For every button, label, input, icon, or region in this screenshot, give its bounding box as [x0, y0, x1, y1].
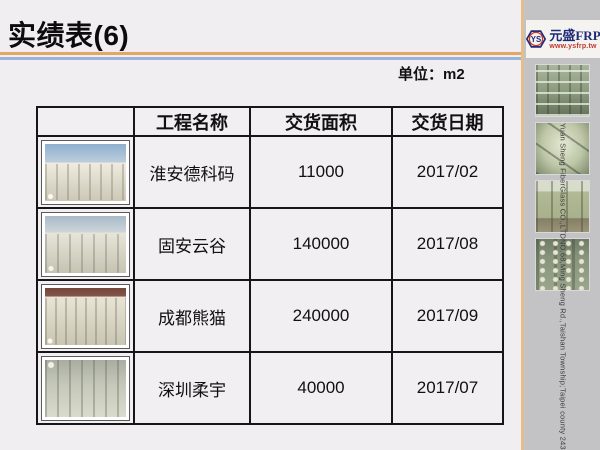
delivery-date: 2017/09 [391, 279, 504, 353]
table-row: 成都熊猫 240000 2017/09 [36, 279, 504, 353]
delivery-area: 40000 [249, 351, 393, 425]
delivery-area: 240000 [249, 279, 393, 353]
title-rule-orange [0, 52, 523, 55]
table-row: 淮安德科码 11000 2017/02 [36, 135, 504, 209]
table-header-row: 工程名称 交货面积 交货日期 [36, 106, 504, 137]
project-photo-cell [36, 135, 135, 209]
header-photo-blank [36, 106, 135, 137]
table-row: 固安云谷 140000 2017/08 [36, 207, 504, 281]
product-photo-strip [524, 64, 600, 291]
delivery-date: 2017/07 [391, 351, 504, 425]
product-photo-warehouse [534, 238, 590, 291]
logo-text: 元盛FRP www.ysfrp.tw [549, 29, 600, 50]
product-photo-ceiling-grid [534, 64, 590, 117]
project-name: 固安云谷 [133, 207, 251, 281]
delivery-area: 11000 [249, 135, 393, 209]
header-delivery-date: 交货日期 [391, 106, 504, 137]
company-logo: YS 元盛FRP www.ysfrp.tw [526, 20, 600, 58]
header-delivery-area: 交货面积 [249, 106, 393, 137]
project-photo-cell [36, 351, 135, 425]
product-photo-tank-closeup [534, 122, 590, 175]
project-photo [41, 139, 130, 205]
project-name: 成都熊猫 [133, 279, 251, 353]
project-photo [41, 355, 130, 421]
table-row: 深圳柔宇 40000 2017/07 [36, 351, 504, 425]
project-name: 深圳柔宇 [133, 351, 251, 425]
project-name: 淮安德科码 [133, 135, 251, 209]
company-contact-vertical: Yuan Sheng FiberGlass CO.,LTD NO.68,Ming… [524, 123, 600, 450]
project-photo [41, 211, 130, 277]
project-photo-cell [36, 279, 135, 353]
brand-sidebar: YS 元盛FRP www.ysfrp.tw Yuan Sheng FiberGl… [524, 0, 600, 450]
header-project-name: 工程名称 [133, 106, 251, 137]
title-rule-blue [0, 57, 523, 60]
delivery-date: 2017/08 [391, 207, 504, 281]
page-title: 实绩表(6) [8, 20, 130, 51]
performance-table: 工程名称 交货面积 交货日期 淮安德科码 11000 2017/02 固安云谷 … [36, 106, 504, 425]
product-photo-tank-farm [534, 180, 590, 233]
project-photo [41, 283, 130, 349]
company-address-2: Taipei county 243,Taiwan [558, 387, 568, 450]
delivery-area: 140000 [249, 207, 393, 281]
ys-hexagon-icon: YS [526, 30, 547, 48]
svg-text:YS: YS [531, 35, 541, 44]
project-photo-cell [36, 207, 135, 281]
company-name: Yuan Sheng FiberGlass CO.,LTD [558, 123, 568, 240]
company-address-1: NO.68,Ming Sheng Rd.,Taishan Township; [558, 239, 568, 388]
brand-name: 元盛FRP [549, 27, 600, 43]
delivery-date: 2017/02 [391, 135, 504, 209]
brand-website: www.ysfrp.tw [549, 42, 597, 50]
unit-label: 单位：m2 [398, 66, 465, 83]
sidebar-divider [521, 0, 524, 450]
